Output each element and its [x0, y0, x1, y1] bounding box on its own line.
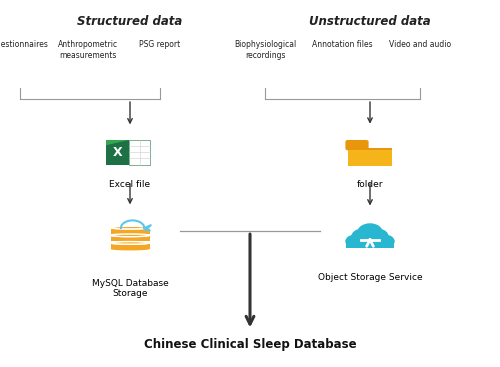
Bar [346, 239, 394, 248]
Polygon shape [106, 140, 129, 165]
Ellipse shape [110, 234, 150, 237]
Bar [110, 243, 150, 249]
Circle shape [357, 223, 383, 242]
FancyBboxPatch shape [346, 140, 368, 150]
Text: X: X [112, 146, 122, 159]
Text: Annotation files: Annotation files [312, 40, 373, 50]
Text: Object Storage Service: Object Storage Service [318, 273, 422, 283]
Ellipse shape [110, 241, 150, 244]
Ellipse shape [110, 226, 150, 229]
Circle shape [346, 235, 364, 248]
Ellipse shape [110, 248, 150, 250]
Bar [129, 140, 150, 165]
Text: Chinese Clinical Sleep Database: Chinese Clinical Sleep Database [144, 338, 356, 350]
Circle shape [376, 235, 394, 248]
Text: Structured data: Structured data [78, 15, 182, 28]
Bar [348, 148, 392, 166]
Bar [348, 150, 392, 166]
Text: Biophysiological
recordings: Biophysiological recordings [234, 40, 296, 60]
Polygon shape [106, 140, 129, 145]
Text: folder: folder [357, 180, 384, 189]
Circle shape [367, 229, 388, 245]
Bar [110, 235, 150, 241]
Text: MySQL Database
Storage: MySQL Database Storage [92, 279, 168, 298]
Text: Excel file: Excel file [110, 180, 150, 189]
Circle shape [352, 229, 373, 245]
Text: Questionnaires: Questionnaires [0, 40, 49, 50]
Text: PSG report: PSG report [140, 40, 180, 50]
Text: Video and audio: Video and audio [389, 40, 451, 50]
Text: Anthropometric
measurements: Anthropometric measurements [58, 40, 118, 60]
Bar [110, 228, 150, 234]
Text: Unstructured data: Unstructured data [309, 15, 431, 28]
